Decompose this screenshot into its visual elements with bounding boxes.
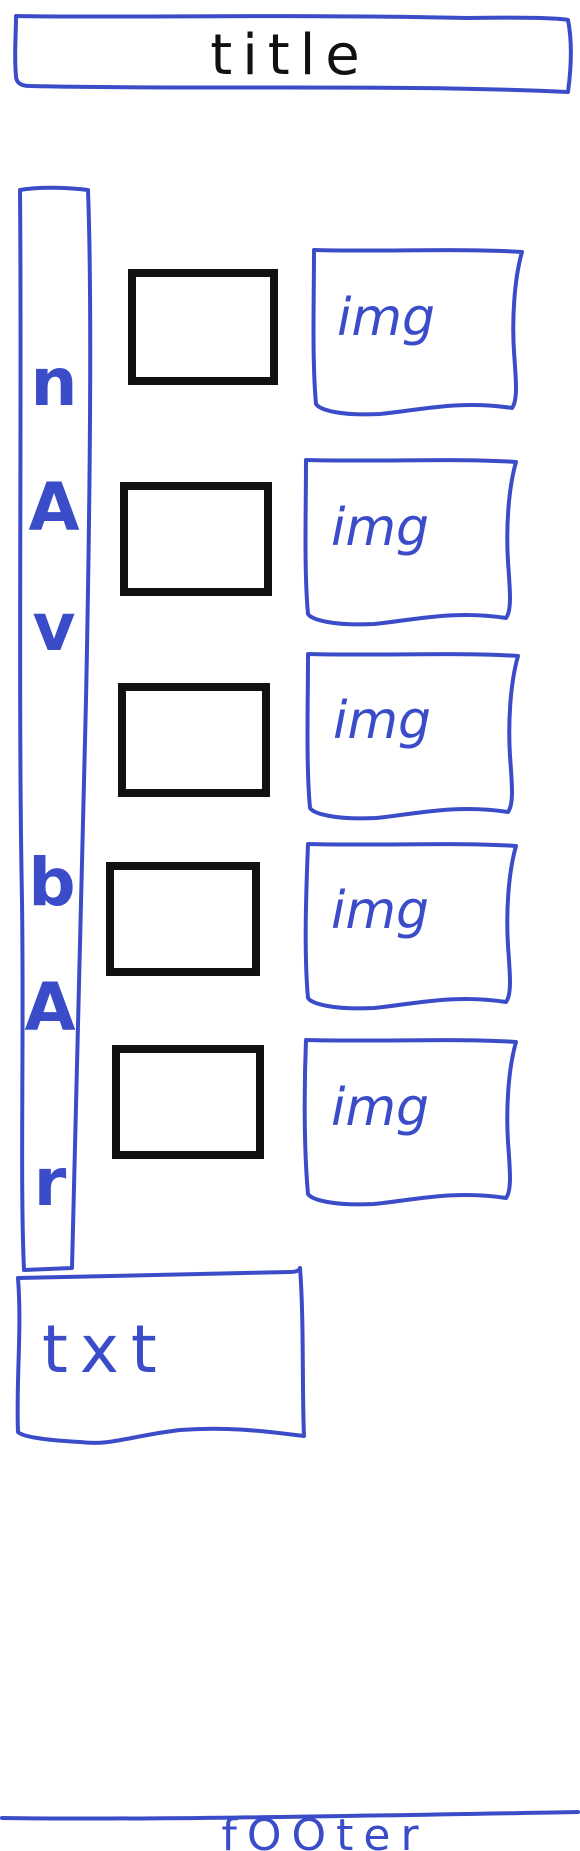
checkbox-placeholder-2 <box>120 482 272 596</box>
navbar-letter-4: b <box>28 844 75 921</box>
content-row: img <box>120 458 518 627</box>
text-box-outline <box>15 1266 306 1445</box>
checkbox-placeholder-1 <box>128 269 278 385</box>
image-label-2: img <box>331 498 429 558</box>
footer: fOOter <box>0 1810 580 1851</box>
title-text: title <box>210 23 369 88</box>
navbar-outline <box>18 185 93 1272</box>
footer-text: fOOter <box>221 1810 428 1851</box>
title-bar: title <box>13 14 573 94</box>
navbar-letter-3: v <box>32 589 75 666</box>
text-box-label: txt <box>42 1311 169 1388</box>
image-label-3: img <box>333 691 431 751</box>
image-box-5 <box>302 1038 518 1207</box>
content-row: img <box>106 842 518 1011</box>
image-box-2 <box>303 458 518 627</box>
image-label-4: img <box>331 881 429 941</box>
navbar-letter-1: n <box>31 344 78 421</box>
image-label-1: img <box>337 288 435 348</box>
content-row: img <box>118 652 520 821</box>
navbar-letter-5: A <box>24 969 75 1046</box>
navbar-letter-6: r <box>34 1144 67 1221</box>
image-box-3 <box>305 652 520 821</box>
content-row: img <box>112 1038 518 1207</box>
navbar: n A v b A r <box>18 185 93 1272</box>
content-row: img <box>128 248 524 417</box>
navbar-letter-2: A <box>28 469 79 546</box>
text-box: txt <box>15 1266 306 1445</box>
checkbox-placeholder-5 <box>112 1045 264 1159</box>
image-box-4 <box>303 842 518 1011</box>
footer-line <box>0 1810 580 1821</box>
image-box-1 <box>311 248 524 417</box>
title-box-outline <box>13 14 573 94</box>
checkbox-placeholder-3 <box>118 683 270 797</box>
image-label-5: img <box>331 1078 429 1138</box>
checkbox-placeholder-4 <box>106 862 260 976</box>
